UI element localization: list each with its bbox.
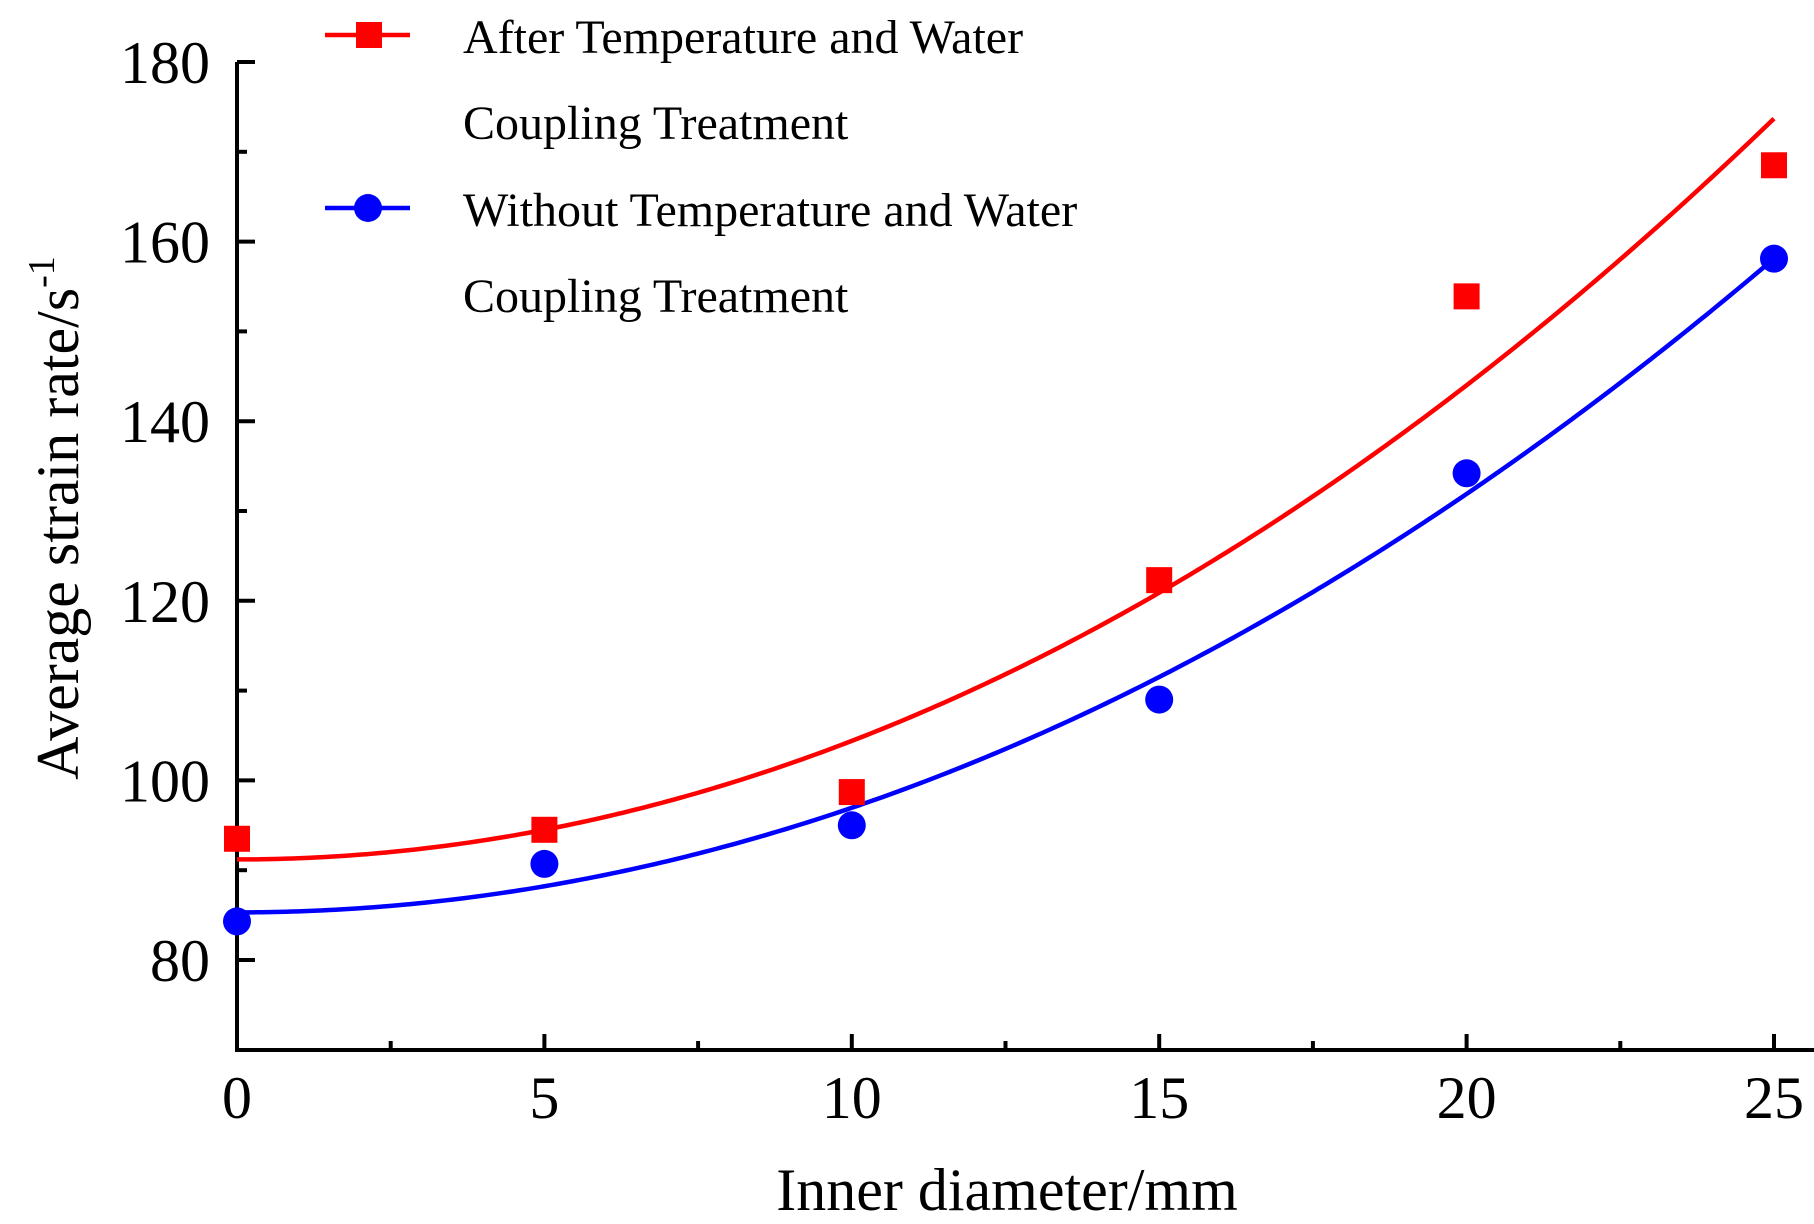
data-point-circle: [1145, 685, 1174, 714]
axes: 0 5 10 15 20 25 80 100 120 140 160 180: [120, 30, 1814, 1131]
data-point-circle: [837, 811, 866, 840]
x-axis-title: Inner diameter/mm: [776, 1157, 1237, 1223]
data-markers: [223, 152, 1788, 936]
data-point-square: [1146, 567, 1173, 594]
x-tick-label: 10: [822, 1065, 882, 1131]
fit-curve-series-0: [236, 116, 1776, 862]
data-point-circle: [1452, 459, 1481, 488]
x-tick-label: 5: [529, 1065, 559, 1131]
y-tick-label: 160: [120, 210, 210, 276]
legend-label: After Temperature and Water: [463, 11, 1023, 64]
y-tick-label: 80: [150, 928, 210, 994]
fit-curves: [236, 116, 1776, 915]
data-point-square: [838, 779, 865, 806]
data-point-circle: [223, 907, 251, 936]
legend-label: Coupling Treatment: [463, 97, 849, 150]
data-point-square: [224, 825, 250, 852]
fit-curve-series-1: [236, 256, 1776, 915]
x-tick-label: 20: [1437, 1065, 1497, 1131]
y-tick-label: 180: [120, 30, 210, 96]
y-axis-title-superscript: -1: [21, 256, 63, 288]
legend-marker-circle: [354, 194, 382, 222]
legend-label: Coupling Treatment: [463, 270, 849, 323]
y-axis-title-main: Average strain rate/s: [25, 288, 91, 780]
data-point-circle: [1760, 244, 1788, 273]
data-point-circle: [530, 849, 559, 878]
y-tick-label: 120: [120, 569, 210, 635]
legend-label: Without Temperature and Water: [463, 184, 1077, 237]
y-tick-label: 100: [120, 748, 210, 814]
x-tick-label: 25: [1744, 1065, 1804, 1131]
y-axis-title: Average strain rate/s-1: [21, 256, 91, 780]
y-tick-label: 140: [120, 389, 210, 455]
legend: After Temperature and Water Coupling Trea…: [325, 11, 1077, 323]
legend-marker-square: [356, 22, 382, 48]
data-point-square: [531, 816, 558, 843]
data-point-square: [1453, 283, 1480, 310]
x-tick-label: 0: [222, 1065, 252, 1131]
data-point-square: [1761, 152, 1787, 179]
x-tick-label: 15: [1129, 1065, 1189, 1131]
